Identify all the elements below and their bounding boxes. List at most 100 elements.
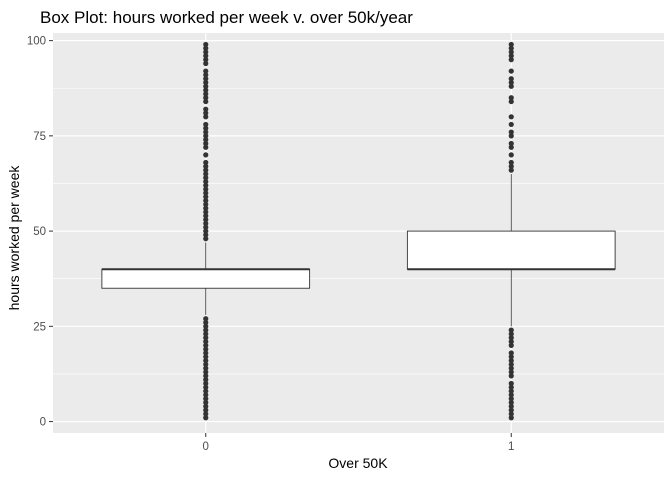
y-tick-label: 0 — [40, 417, 46, 429]
outlier-point — [508, 380, 514, 387]
outlier-point — [508, 98, 514, 105]
outlier-point — [203, 201, 209, 208]
outlier-point — [203, 182, 209, 188]
outlier-point — [203, 95, 209, 101]
outlier-point — [508, 159, 514, 166]
box — [406, 230, 616, 270]
outlier-point — [203, 342, 209, 348]
outlier-point — [203, 358, 209, 364]
outlier-point — [203, 186, 209, 192]
x-axis-title: Over 50K — [328, 455, 388, 471]
outlier-point — [508, 79, 514, 86]
outlier-point — [203, 213, 209, 219]
outlier-point — [203, 87, 209, 93]
outlier-point — [203, 49, 209, 55]
outlier-point — [203, 194, 209, 200]
outlier-point — [508, 358, 514, 364]
outlier-point — [203, 106, 209, 112]
outlier-point — [508, 45, 514, 51]
outlier-point — [203, 171, 209, 177]
outlier-point — [508, 129, 514, 135]
outlier-point — [203, 407, 209, 413]
outlier-point — [203, 319, 209, 326]
outlier-point — [203, 133, 209, 139]
y-tick-label: 25 — [33, 321, 46, 333]
outlier-point — [508, 133, 514, 139]
outlier-point — [508, 68, 514, 74]
outlier-point — [203, 72, 209, 78]
outlier-point — [203, 83, 209, 89]
outlier-point — [508, 163, 514, 169]
plot-area — [53, 33, 664, 433]
outlier-point — [203, 140, 209, 147]
outlier-point — [203, 403, 209, 409]
outlier-point — [203, 91, 209, 97]
outlier-point — [203, 167, 209, 173]
outlier-point — [203, 384, 209, 390]
outlier-point — [203, 163, 209, 169]
outlier-point — [508, 365, 514, 371]
outlier-point — [203, 57, 209, 63]
outlier-point — [508, 83, 514, 89]
y-tick-label: 75 — [33, 131, 46, 143]
outlier-point — [508, 114, 514, 120]
outlier-point — [203, 392, 209, 398]
box-group-1 — [406, 41, 616, 421]
outlier-point — [203, 205, 209, 211]
outlier-point — [203, 110, 209, 116]
y-axis-title: hours worked per week — [6, 165, 22, 311]
outlier-point — [508, 361, 514, 368]
outlier-point — [203, 236, 209, 242]
outlier-point — [203, 373, 209, 379]
outlier-point — [203, 331, 209, 337]
outlier-point — [508, 399, 514, 406]
outlier-point — [203, 354, 209, 360]
y-tick-label: 100 — [27, 36, 46, 48]
outlier-point — [203, 217, 209, 223]
outlier-point — [508, 140, 514, 147]
outlier-point — [203, 396, 209, 402]
chart-title: Box Plot: hours worked per week v. over … — [40, 8, 413, 27]
outlier-point — [508, 95, 514, 101]
outlier-point — [508, 76, 514, 82]
outlier-point — [203, 144, 209, 150]
outlier-point — [508, 415, 514, 421]
outlier-point — [508, 167, 514, 173]
outlier-point — [203, 365, 209, 371]
outlier-point — [203, 411, 209, 417]
outlier-point — [508, 396, 514, 402]
outlier-point — [203, 338, 209, 345]
outlier-point — [203, 224, 209, 230]
outlier-point — [203, 60, 209, 67]
x-tick-label: 1 — [508, 441, 514, 453]
box — [101, 268, 311, 289]
outlier-point — [203, 327, 209, 333]
outlier-point — [203, 125, 209, 131]
outlier-point — [508, 327, 514, 333]
outlier-point — [203, 220, 209, 227]
outlier-point — [203, 388, 209, 394]
outlier-point — [508, 53, 514, 59]
outlier-point — [203, 175, 209, 181]
outlier-point — [203, 152, 209, 158]
outlier-point — [203, 377, 209, 383]
outlier-point — [203, 198, 209, 204]
outlier-point — [508, 335, 514, 341]
outlier-point — [508, 49, 514, 55]
outlier-point — [203, 346, 209, 352]
outlier-point — [203, 159, 209, 166]
outlier-point — [203, 380, 209, 387]
outlier-point — [508, 407, 514, 413]
outlier-point — [203, 399, 209, 406]
outlier-point — [508, 384, 514, 390]
outlier-point — [203, 209, 209, 215]
outlier-point — [508, 373, 514, 379]
outlier-point — [508, 392, 514, 398]
outlier-point — [203, 335, 209, 341]
outlier-point — [508, 403, 514, 409]
outlier-point — [203, 79, 209, 86]
outlier-point — [203, 41, 209, 48]
outlier-point — [203, 228, 209, 234]
outlier-point — [508, 411, 514, 417]
outlier-point — [508, 338, 514, 345]
